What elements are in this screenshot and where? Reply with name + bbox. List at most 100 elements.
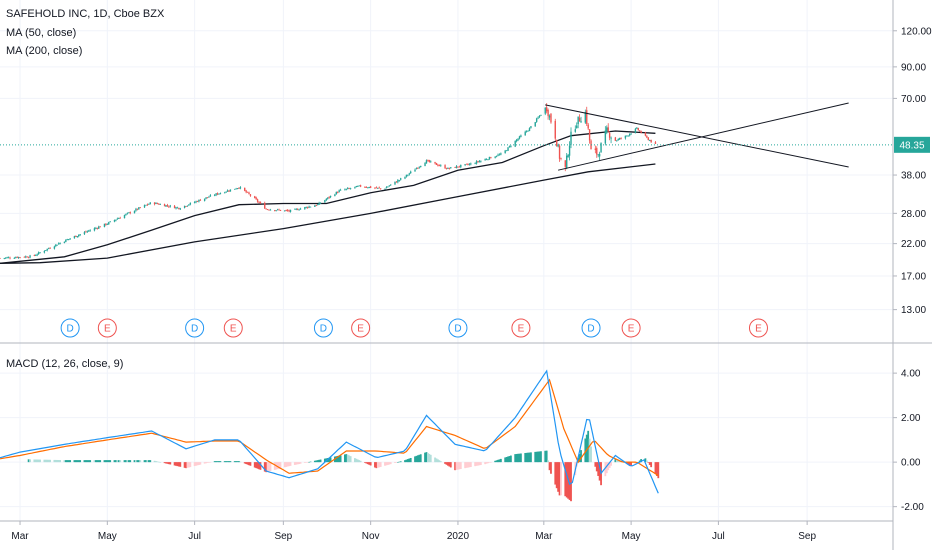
event-badge-label: D [587,324,594,335]
candle-body [480,160,482,162]
time-tick-label: Mar [11,531,29,542]
candle-body [276,209,279,211]
candle-body [437,164,439,166]
candle-body [168,206,170,208]
macd-histogram-bar [467,462,469,468]
macd-histogram-bar [268,462,270,472]
candle-body [76,236,78,238]
macd-histogram-bar [588,438,591,463]
candle-body [490,157,492,159]
macd-histogram-bar [499,458,502,463]
candle-body [56,244,58,246]
candle-body [83,232,86,235]
macd-histogram-bar [215,461,217,463]
candle-body [119,217,121,219]
macd-histogram-bar [156,461,159,463]
macd-histogram-bar [628,462,631,466]
candle-body [163,204,166,207]
candle-body [535,118,538,122]
event-badge-label: E [357,324,364,335]
candle-body [427,160,429,162]
earnings-badge [748,318,768,338]
event-badge-label: E [518,324,525,335]
candle-body [514,140,516,147]
candle-body [624,135,627,139]
macd-histogram-bar [208,462,210,463]
macd-histogram-bar [255,462,258,469]
candle-body [113,220,116,222]
macd-histogram-bar [615,459,618,463]
macd-histogram-bar [654,462,657,474]
macd-histogram-bar [498,459,501,463]
candle-body [374,187,376,189]
macd-histogram-bar [136,460,139,463]
macd-histogram-bar [209,462,212,463]
candle-body [93,228,96,231]
macd-histogram-bar [354,458,356,463]
macd-histogram-bar [285,462,288,467]
candle-body [136,208,139,210]
macd-histogram-bar [508,456,511,463]
macd-histogram-bar [266,462,269,472]
candle-body [524,131,526,136]
macd-histogram-bar [395,462,398,463]
macd-histogram-bar [288,462,290,467]
macd-histogram-bar [644,458,647,463]
candle-body [628,133,631,136]
candle-body [540,114,542,116]
macd-histogram-bar [485,462,488,464]
candle-body [193,202,196,204]
candle-body [143,205,146,208]
candle-body [158,203,160,205]
candle-body [626,135,628,137]
candle-body [438,165,441,167]
macd-histogram-bar [123,460,126,463]
candle-body [296,209,299,211]
macd-histogram-bar [299,462,302,464]
candle-body [537,117,539,119]
macd-histogram-bar [296,462,299,465]
macd-histogram-bar [507,456,509,463]
macd-histogram-bar [568,462,571,500]
macd-histogram-bar [165,462,167,464]
candle-body [498,154,501,156]
macd-histogram-bar [155,461,157,463]
candle-body [23,256,26,258]
candle-body [598,153,601,157]
macd-histogram-bar [610,462,612,466]
candle-body [550,113,552,123]
candle-body [588,129,591,141]
macd-histogram-bar [256,462,259,469]
macd-histogram-bar [389,462,392,465]
candle-body [317,204,319,206]
candle-body [369,186,372,188]
candle-body [229,189,232,192]
candle-body [146,204,149,206]
macd-histogram-bar [119,460,122,463]
candle-body [610,137,612,139]
candle-body [359,185,362,187]
macd-histogram-bar [206,462,209,463]
candle-body [339,189,342,191]
macd-histogram-bar [225,461,228,463]
candle-body [206,197,209,199]
macd-histogram-bar [96,460,99,463]
macd-histogram-bar [135,460,137,463]
macd-histogram-bar [243,462,246,464]
macd-histogram-bar [555,462,558,489]
candle-body [29,255,31,258]
macd-pane [0,369,660,502]
earnings-badge [351,318,371,338]
macd-histogram-bar [376,462,379,468]
candle-body [75,235,77,237]
macd-histogram-bar [239,461,242,463]
candle-body [306,207,309,208]
dividend-badge [448,318,468,338]
macd-histogram-bar [179,462,182,467]
candle-body [186,205,189,207]
candle-body [129,212,131,214]
candle-body [388,185,390,187]
macd-histogram-bar [143,460,146,463]
candle-body [365,187,368,188]
